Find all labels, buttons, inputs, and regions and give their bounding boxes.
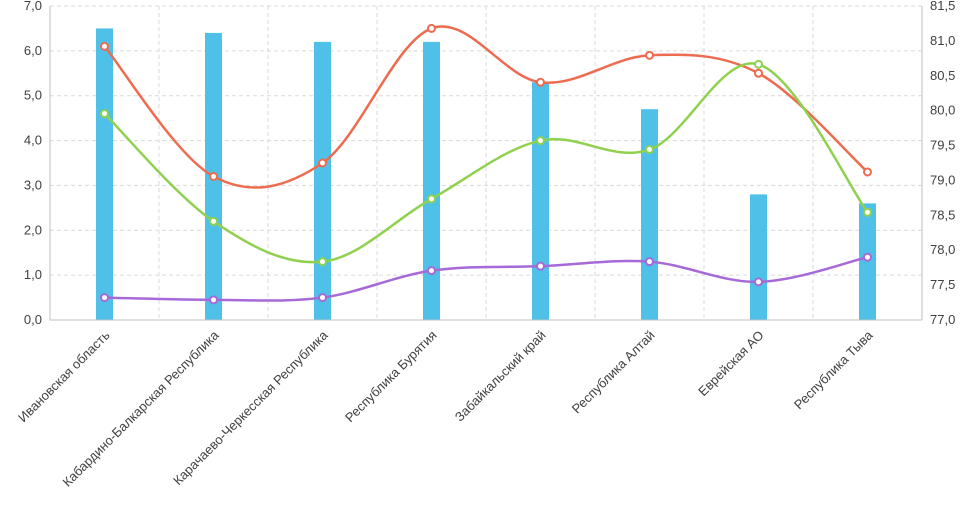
point [863, 252, 872, 262]
bar [423, 41, 440, 321]
category-label: Ивановская область [15, 327, 113, 425]
right-tick-label: 77,0 [930, 312, 955, 327]
gridlines [50, 5, 922, 320]
left-tick-label: 5,0 [24, 88, 42, 103]
left-tick-label: 4,0 [24, 133, 42, 148]
bar [641, 109, 658, 321]
point [100, 109, 109, 119]
category-label: Республика Алтай [569, 328, 658, 417]
point [863, 207, 872, 217]
left-tick-label: 2,0 [24, 222, 42, 237]
left-tick-label: 1,0 [24, 267, 42, 282]
point [536, 261, 545, 271]
category-label: Республика Тыва [791, 327, 876, 412]
point [100, 41, 109, 51]
point [536, 136, 545, 146]
left-tick-label: 6,0 [24, 43, 42, 58]
point [209, 216, 218, 226]
point [209, 295, 218, 305]
left-tick-label: 0,0 [24, 312, 42, 327]
point [427, 266, 436, 276]
axes [49, 6, 923, 321]
right-tick-label: 80,5 [930, 68, 955, 83]
right-tick-label: 81,0 [930, 33, 955, 48]
point [536, 77, 545, 87]
point [754, 68, 763, 78]
point [754, 277, 763, 287]
right-axis-tick-labels: 77,0 77,5 78,0 78,5 79,0 79,5 80,0 80,5 81,0 81,5 [930, 0, 955, 327]
bar [96, 28, 113, 321]
right-tick-label: 77,5 [930, 277, 955, 292]
point [209, 171, 218, 181]
bar [750, 194, 767, 320]
point [645, 257, 654, 267]
category-label: Еврейская АО [695, 328, 767, 400]
point [427, 23, 436, 33]
left-tick-label: 7,0 [24, 0, 42, 13]
point [100, 293, 109, 303]
series-line [104, 255, 868, 302]
bar [314, 41, 331, 321]
point [318, 158, 327, 168]
line-series [100, 23, 872, 305]
point [754, 59, 763, 69]
point [863, 167, 872, 177]
right-tick-label: 80,0 [930, 103, 955, 118]
right-tick-label: 78,0 [930, 242, 955, 257]
point [318, 293, 327, 303]
right-tick-label: 81,5 [930, 0, 955, 13]
point [427, 194, 436, 204]
point [645, 145, 654, 155]
category-label: Забайкальский край [452, 328, 549, 425]
point [645, 50, 654, 60]
left-tick-label: 3,0 [24, 177, 42, 192]
point [318, 257, 327, 267]
left-axis-tick-labels: 0,0 1,0 2,0 3,0 4,0 5,0 6,0 7,0 [24, 0, 42, 327]
category-label: Республика Бурятия [342, 328, 440, 426]
right-tick-label: 78,5 [930, 207, 955, 222]
right-tick-label: 79,0 [930, 172, 955, 187]
right-tick-label: 79,5 [930, 138, 955, 153]
bar [532, 82, 549, 320]
